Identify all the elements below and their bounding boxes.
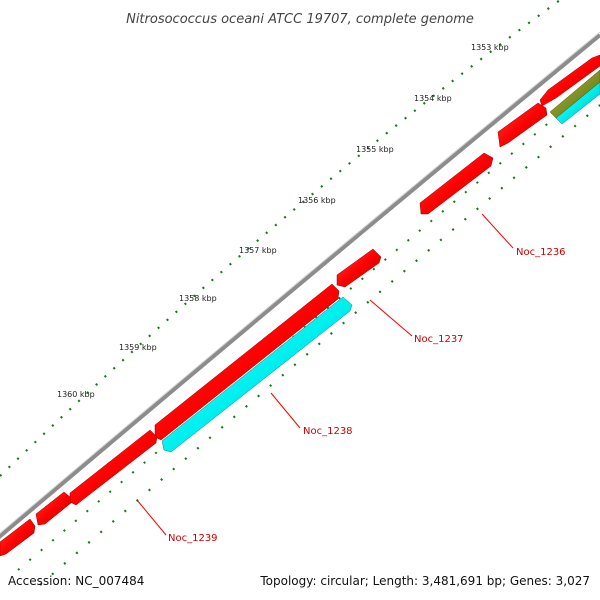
gene-label-noc-1236[interactable]: Noc_1236 [516,247,566,258]
accession-text: Accession: NC_007484 [8,574,144,588]
map-title: Nitrosococcus oceani ATCC 19707, complet… [126,12,474,27]
tick-label: 1356 kbp [298,196,336,205]
tick-label: 1353 kbp [471,43,509,52]
gene-arrow[interactable] [497,102,548,148]
tick-label: 1357 kbp [239,246,277,255]
reverse-genes [161,69,600,453]
genome-backbone [0,33,600,539]
tick-label: 1360 kbp [57,390,95,399]
gene-label-noc-1239[interactable]: Noc_1239 [168,533,218,544]
gene-arrow[interactable] [0,518,36,557]
tick-label: 1355 kbp [356,145,394,154]
gene-arrow[interactable] [161,296,353,453]
gene-arrow[interactable] [539,54,600,107]
gene-arrow[interactable] [419,152,494,215]
genome-summary-text: Topology: circular; Length: 3,481,691 bp… [259,574,590,588]
gene-label-noc-1237[interactable]: Noc_1237 [414,334,464,345]
gene-arrow[interactable] [35,491,72,526]
gene-arrow[interactable] [336,248,382,288]
tick-label: 1354 kbp [414,94,452,103]
forward-genes [0,54,600,557]
gene-label-noc-1238[interactable]: Noc_1238 [303,426,353,437]
gene-arrow[interactable] [549,69,600,119]
scale-tick-labels: 1353 kbp 1354 kbp 1355 kbp 1356 kbp 1357… [57,43,509,399]
gene-label-leaders [136,213,514,536]
gene-arrow[interactable] [154,283,340,441]
gene-labels: Noc_1236 Noc_1237 Noc_1238 Noc_1239 [168,247,566,544]
tick-label: 1359 kbp [119,343,157,352]
tick-label: 1358 kbp [179,294,217,303]
